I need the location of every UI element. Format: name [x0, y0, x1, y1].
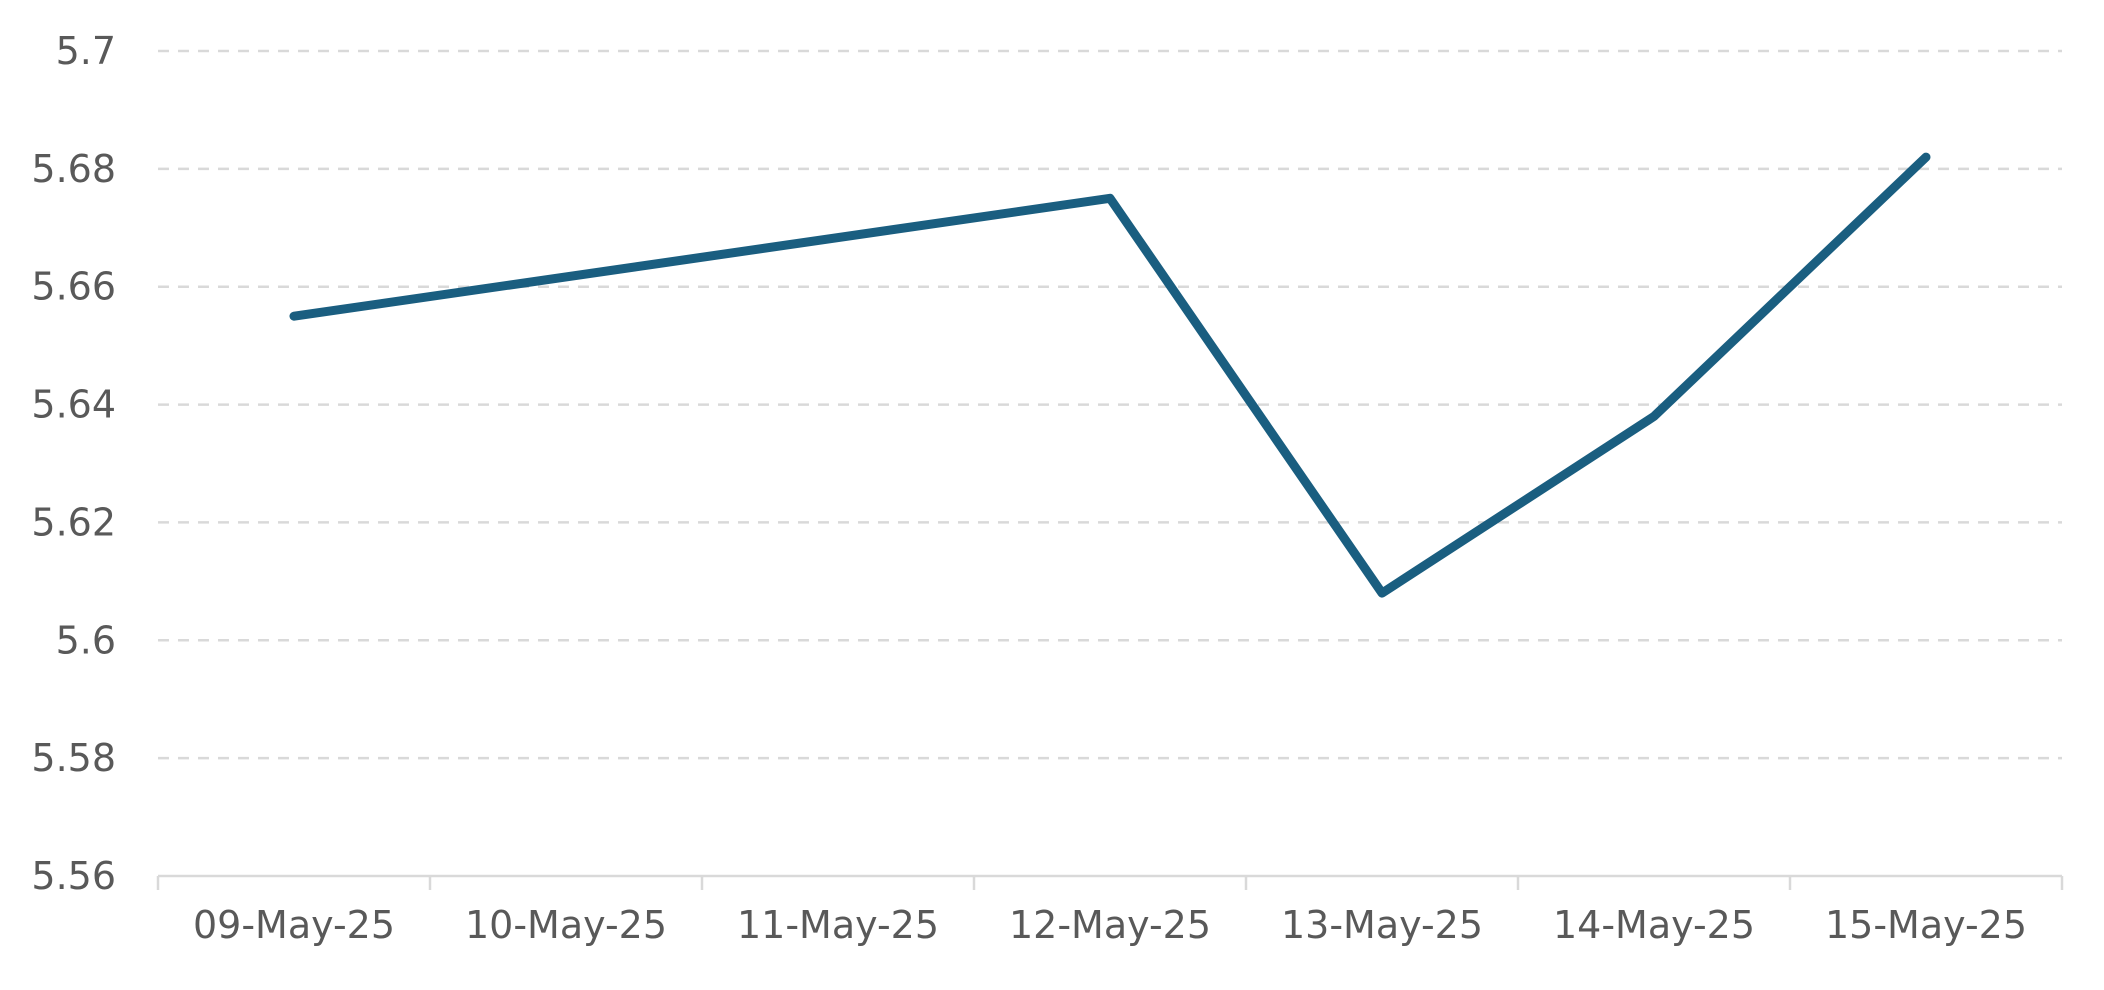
x-tick-label: 11-May-25	[737, 903, 939, 947]
y-tick-label: 5.68	[31, 147, 116, 191]
y-tick-label: 5.6	[56, 618, 116, 662]
y-tick-label: 5.66	[31, 265, 116, 309]
y-tick-label: 5.62	[31, 500, 116, 544]
x-tick-label: 09-May-25	[193, 903, 395, 947]
gridlines	[158, 49, 2062, 760]
y-tick-label: 5.58	[31, 736, 116, 780]
x-tick-label: 13-May-25	[1281, 903, 1483, 947]
x-axis-ticks	[156, 876, 2064, 890]
series-group	[289, 152, 1931, 598]
x-axis-tick-labels: 09-May-25 10-May-25 11-May-25 12-May-25 13-M…	[193, 903, 2027, 947]
x-tick-label: 10-May-25	[465, 903, 667, 947]
y-axis-tick-labels: 5.56 5.58 5.6 5.62 5.64 5.66 5.68 5.7	[31, 29, 116, 898]
y-tick-label: 5.64	[31, 383, 116, 427]
y-tick-label: 5.56	[31, 854, 116, 898]
x-tick-label: 14-May-25	[1553, 903, 1755, 947]
x-tick-label: 12-May-25	[1009, 903, 1211, 947]
y-tick-label: 5.7	[56, 29, 116, 73]
series-line	[289, 152, 1931, 598]
x-tick-label: 15-May-25	[1825, 903, 2027, 947]
